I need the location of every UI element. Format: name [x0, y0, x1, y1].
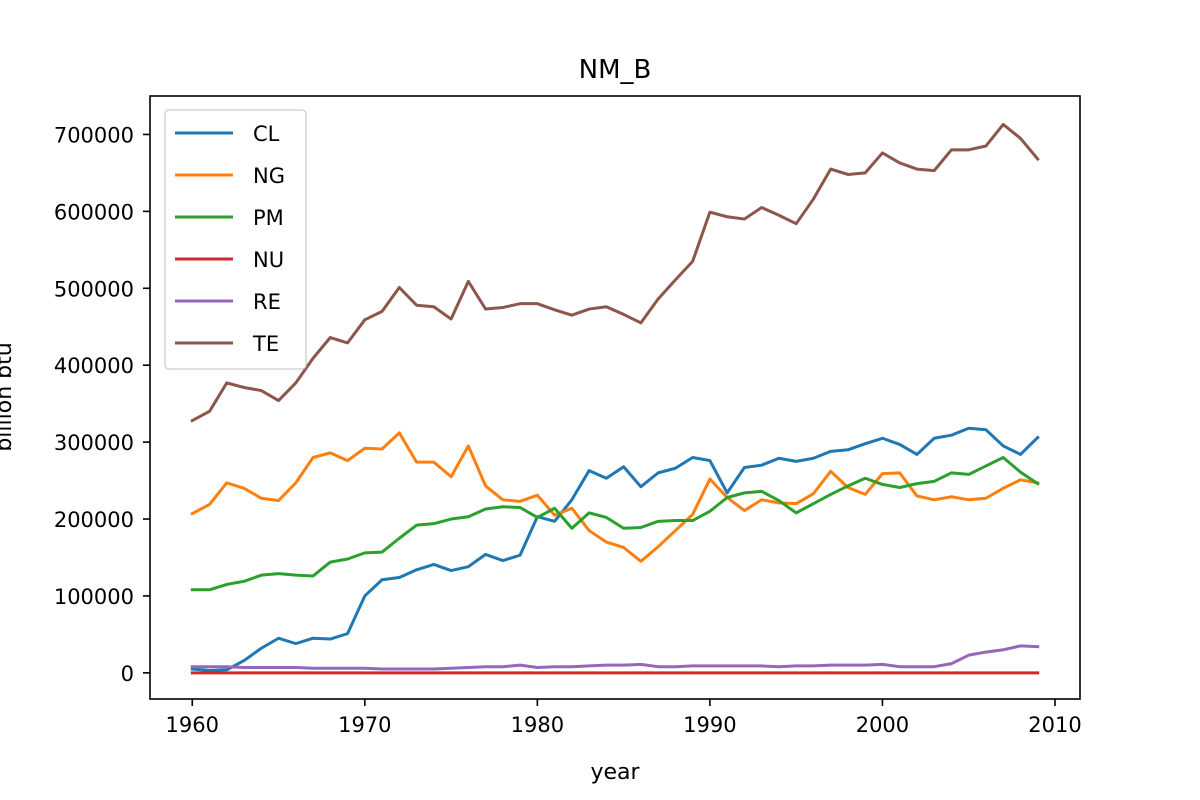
legend-label-nu: NU [253, 248, 284, 272]
legend-label-pm: PM [253, 206, 284, 230]
series-line-cl [190, 426, 1040, 673]
y-axis: 0 100000 200000 300000 400000 500000 600000 700… [54, 123, 150, 686]
series-line-pm [190, 455, 1040, 592]
y-tick-label: 100000 [54, 585, 134, 609]
y-tick-label: 300000 [54, 431, 134, 455]
series-line-te [190, 122, 1040, 423]
legend-box [164, 109, 307, 370]
plot-lines [190, 122, 1040, 675]
legend-label-ng: NG [253, 164, 285, 188]
series-line-ng [190, 431, 1040, 563]
x-tick-label: 1980 [511, 713, 564, 737]
x-tick-label: 1970 [338, 713, 391, 737]
x-tick-label: 2000 [856, 713, 909, 737]
chart-title: NM_B [579, 55, 652, 85]
series-line-re [190, 644, 1040, 671]
x-tick-label: 1990 [683, 713, 736, 737]
y-tick-label: 0 [121, 662, 134, 686]
legend-label-cl: CL [253, 122, 280, 146]
y-tick-label: 500000 [54, 277, 134, 301]
y-tick-label: 700000 [54, 123, 134, 147]
x-axis: 1960 1970 1980 1990 2000 2010 [166, 699, 1082, 737]
plot-frame [149, 95, 1081, 700]
x-axis-label: year [590, 760, 640, 785]
y-tick-label: 600000 [54, 200, 134, 224]
x-tick-label: 2010 [1028, 713, 1081, 737]
y-axis-label: billion btu [0, 342, 17, 451]
x-tick-label: 1960 [166, 713, 219, 737]
y-tick-label: 200000 [54, 508, 134, 532]
legend-label-te: TE [252, 332, 279, 356]
legend: CL NG PM NU RE TE [164, 109, 307, 370]
y-tick-label: 400000 [54, 354, 134, 378]
legend-label-re: RE [253, 290, 281, 314]
